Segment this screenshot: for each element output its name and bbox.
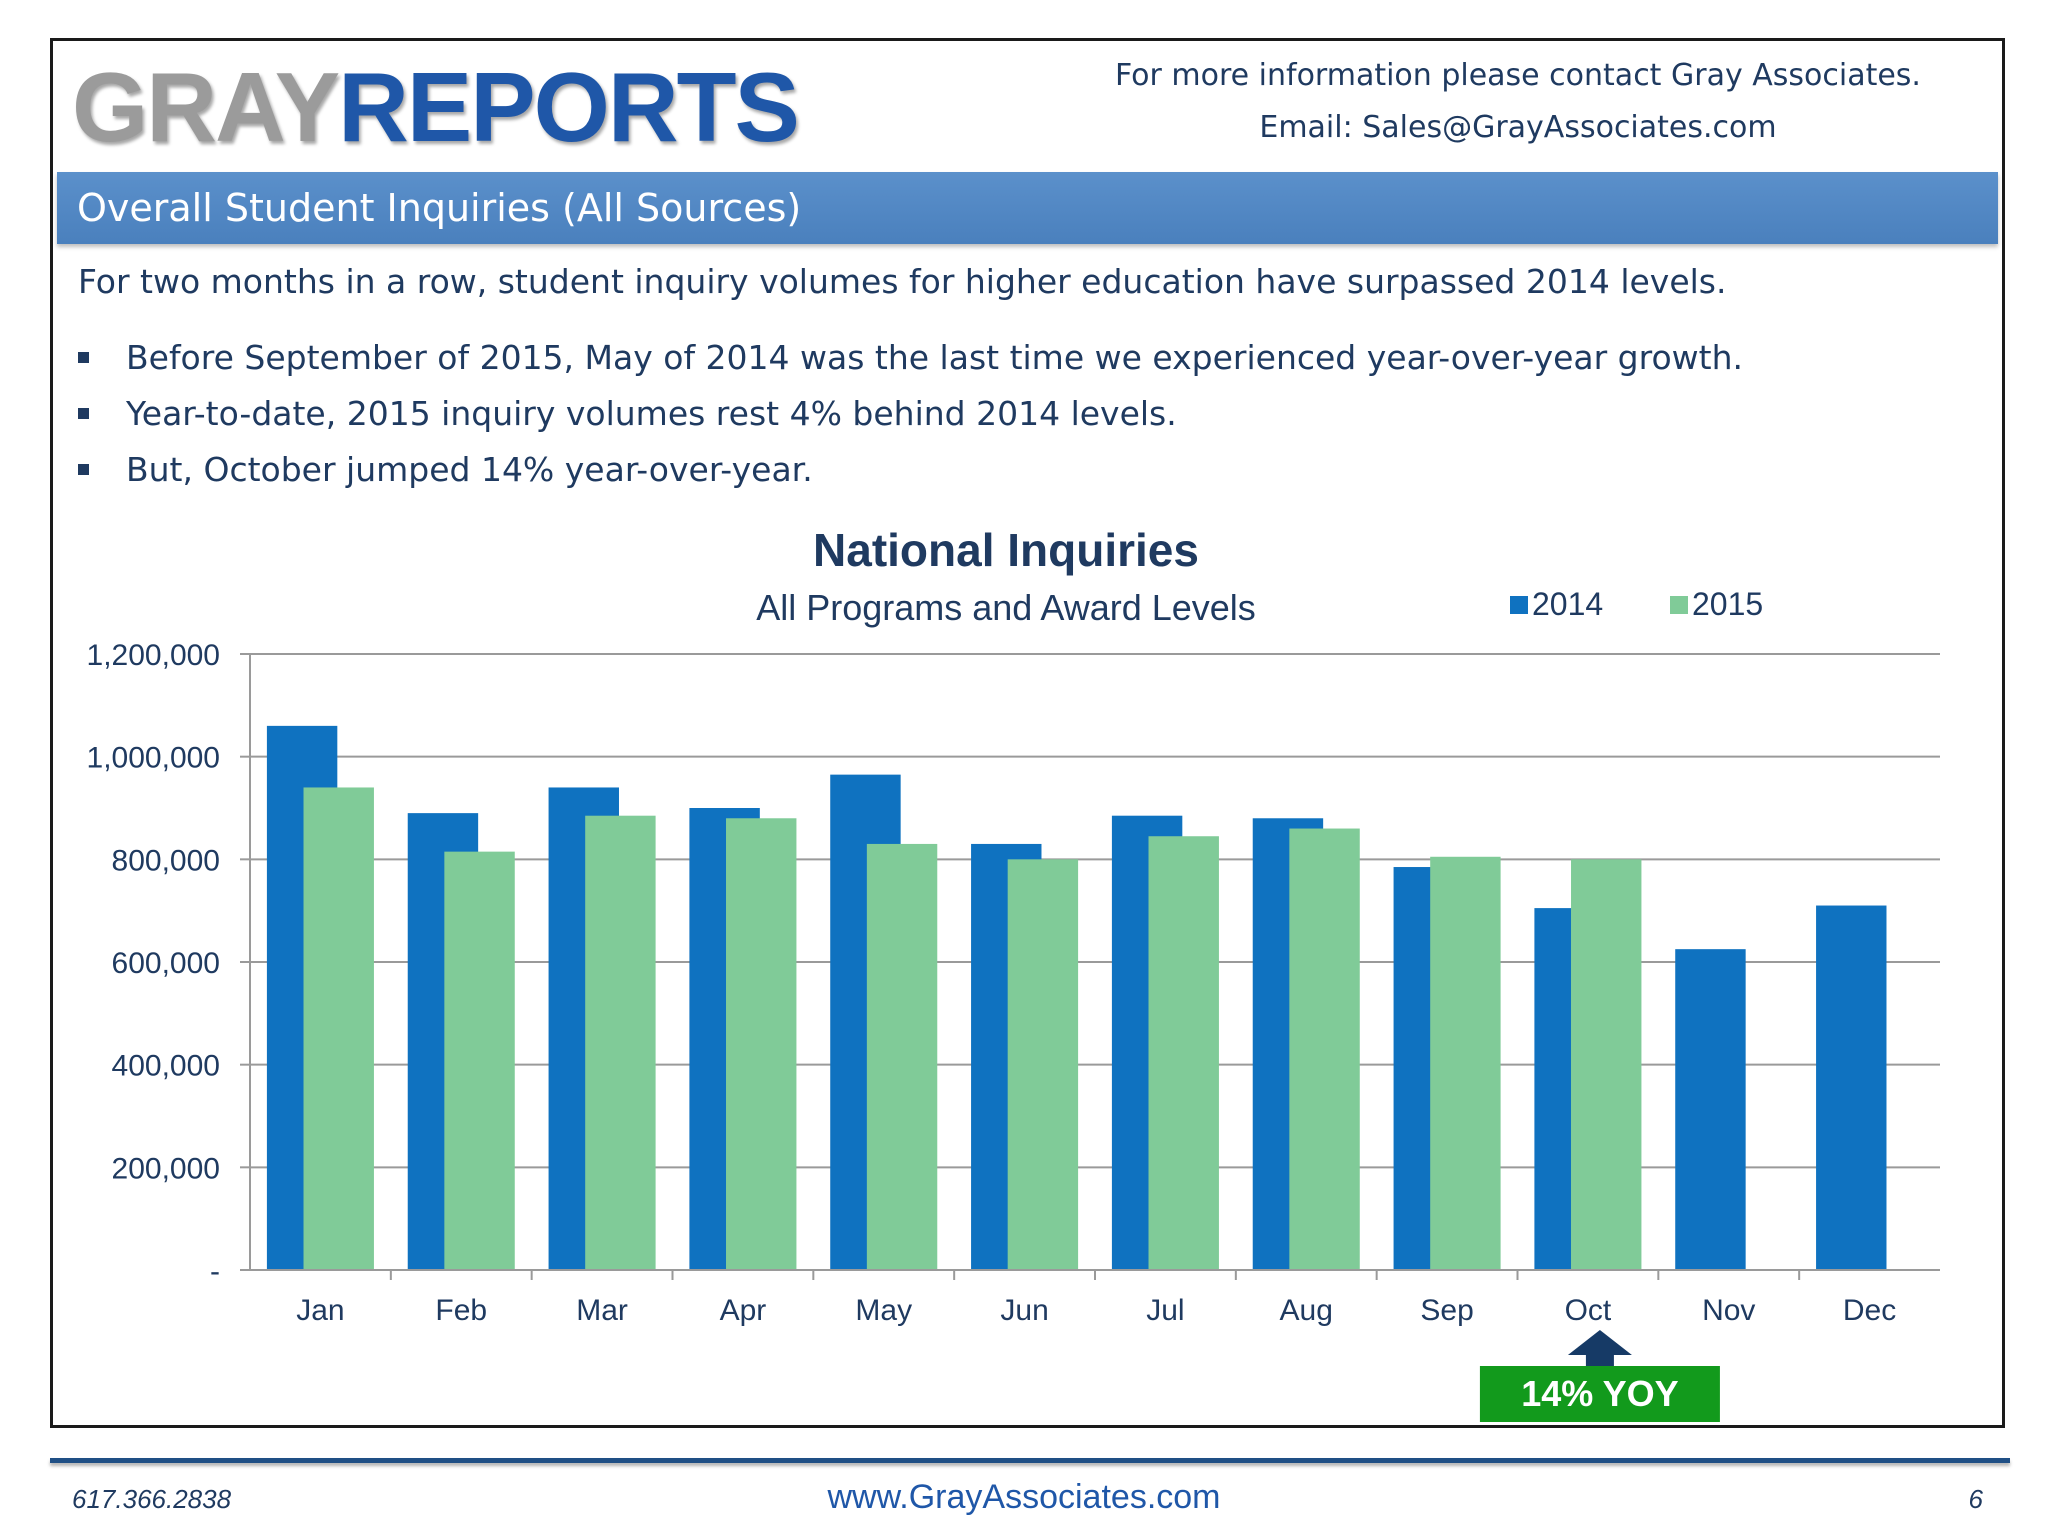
bullet-text: Before September of 2015, May of 2014 wa… — [126, 338, 1743, 377]
x-tick-label: Aug — [1280, 1294, 1333, 1327]
bullet-item: But, October jumped 14% year-over-year. — [78, 442, 1743, 498]
legend-label-2015: 2015 — [1692, 586, 1763, 622]
bullet-square-icon — [78, 352, 89, 363]
bar-2015-sep — [1430, 856, 1501, 1270]
chart-subtitle: All Programs and Award Levels — [756, 587, 1256, 628]
yoy-annotation: 14% YOY — [1479, 1330, 1720, 1422]
x-tick-label: Jun — [1000, 1294, 1048, 1327]
bar-2015-jun — [1007, 859, 1079, 1270]
y-tick-label: 800,000 — [112, 844, 220, 877]
up-arrow-icon — [1567, 1330, 1632, 1355]
bars — [266, 725, 1887, 1270]
x-tick-label: Jul — [1146, 1294, 1184, 1327]
gridlines — [250, 653, 1940, 1169]
bar-2015-jan — [303, 787, 374, 1270]
x-tick-label: Nov — [1702, 1294, 1755, 1327]
axes: - 200,000 400,000 600,000 800,000 1,000,000 1,… — [87, 639, 1940, 1327]
bullet-item: Before September of 2015, May of 2014 wa… — [78, 330, 1743, 386]
x-tick-label: May — [855, 1294, 912, 1327]
page-number: 6 — [1968, 1484, 1983, 1514]
section-title-bar: Overall Student Inquiries (All Sources) — [57, 172, 1998, 244]
chart-title: National Inquiries — [813, 524, 1199, 576]
bar-2015-aug — [1289, 828, 1360, 1270]
y-tick-label: 400,000 — [112, 1050, 220, 1083]
section-title: Overall Student Inquiries (All Sources) — [77, 186, 802, 230]
bullet-list: Before September of 2015, May of 2014 wa… — [78, 330, 1743, 498]
logo-gray-text: GRAY — [72, 52, 340, 162]
bar-2014-dec — [1816, 905, 1887, 1270]
y-tick-label: 600,000 — [112, 947, 220, 980]
x-tick-label: Oct — [1565, 1294, 1612, 1327]
bullet-text: But, October jumped 14% year-over-year. — [126, 450, 813, 489]
bar-2015-oct — [1571, 859, 1642, 1270]
bar-2015-jul — [1148, 836, 1219, 1270]
x-tick-label: Apr — [720, 1294, 767, 1327]
contact-info: For more information please contact Gray… — [1088, 50, 1948, 154]
contact-email: Email: Sales@GrayAssociates.com — [1259, 110, 1777, 145]
bullet-text: Year-to-date, 2015 inquiry volumes rest … — [126, 394, 1177, 433]
inquiries-bar-chart: National Inquiries All Programs and Awar… — [87, 524, 1940, 1422]
contact-line: For more information please contact Gray… — [1115, 58, 1921, 93]
logo-reports-text: REPORTS — [338, 52, 800, 162]
x-tick-label: Sep — [1420, 1294, 1473, 1327]
footer-website-link[interactable]: www.GrayAssociates.com — [827, 1478, 1221, 1516]
grayreports-logo: GRAYREPORTS — [72, 52, 800, 162]
x-tick-label: Dec — [1843, 1294, 1896, 1327]
bar-2015-feb — [444, 851, 515, 1270]
bullet-square-icon — [78, 408, 89, 419]
bullet-item: Year-to-date, 2015 inquiry volumes rest … — [78, 386, 1743, 442]
legend-label-2014: 2014 — [1532, 586, 1603, 622]
footer-phone: 617.366.2838 — [72, 1484, 232, 1514]
y-tick-label: - — [210, 1255, 220, 1288]
legend-swatch-2015 — [1670, 596, 1688, 614]
y-tick-label: 1,200,000 — [87, 639, 220, 672]
bullet-square-icon — [78, 464, 89, 475]
footer-divider — [50, 1458, 2010, 1463]
bar-2015-apr — [726, 818, 797, 1270]
y-tick-label: 1,000,000 — [87, 742, 220, 775]
y-tick-label: 200,000 — [112, 1152, 220, 1185]
yoy-badge-text: 14% YOY — [1521, 1373, 1678, 1414]
bar-2015-mar — [585, 815, 656, 1270]
yoy-badge — [1479, 1366, 1720, 1422]
legend: 2014 2015 — [1510, 586, 1763, 622]
legend-swatch-2014 — [1510, 596, 1528, 614]
intro-text: For two months in a row, student inquiry… — [78, 262, 1727, 301]
bar-2014-nov — [1675, 949, 1746, 1270]
bar-2015-may — [866, 843, 938, 1270]
x-tick-label: Feb — [435, 1294, 487, 1327]
x-tick-label: Mar — [576, 1294, 628, 1327]
x-tick-label: Jan — [296, 1294, 344, 1327]
